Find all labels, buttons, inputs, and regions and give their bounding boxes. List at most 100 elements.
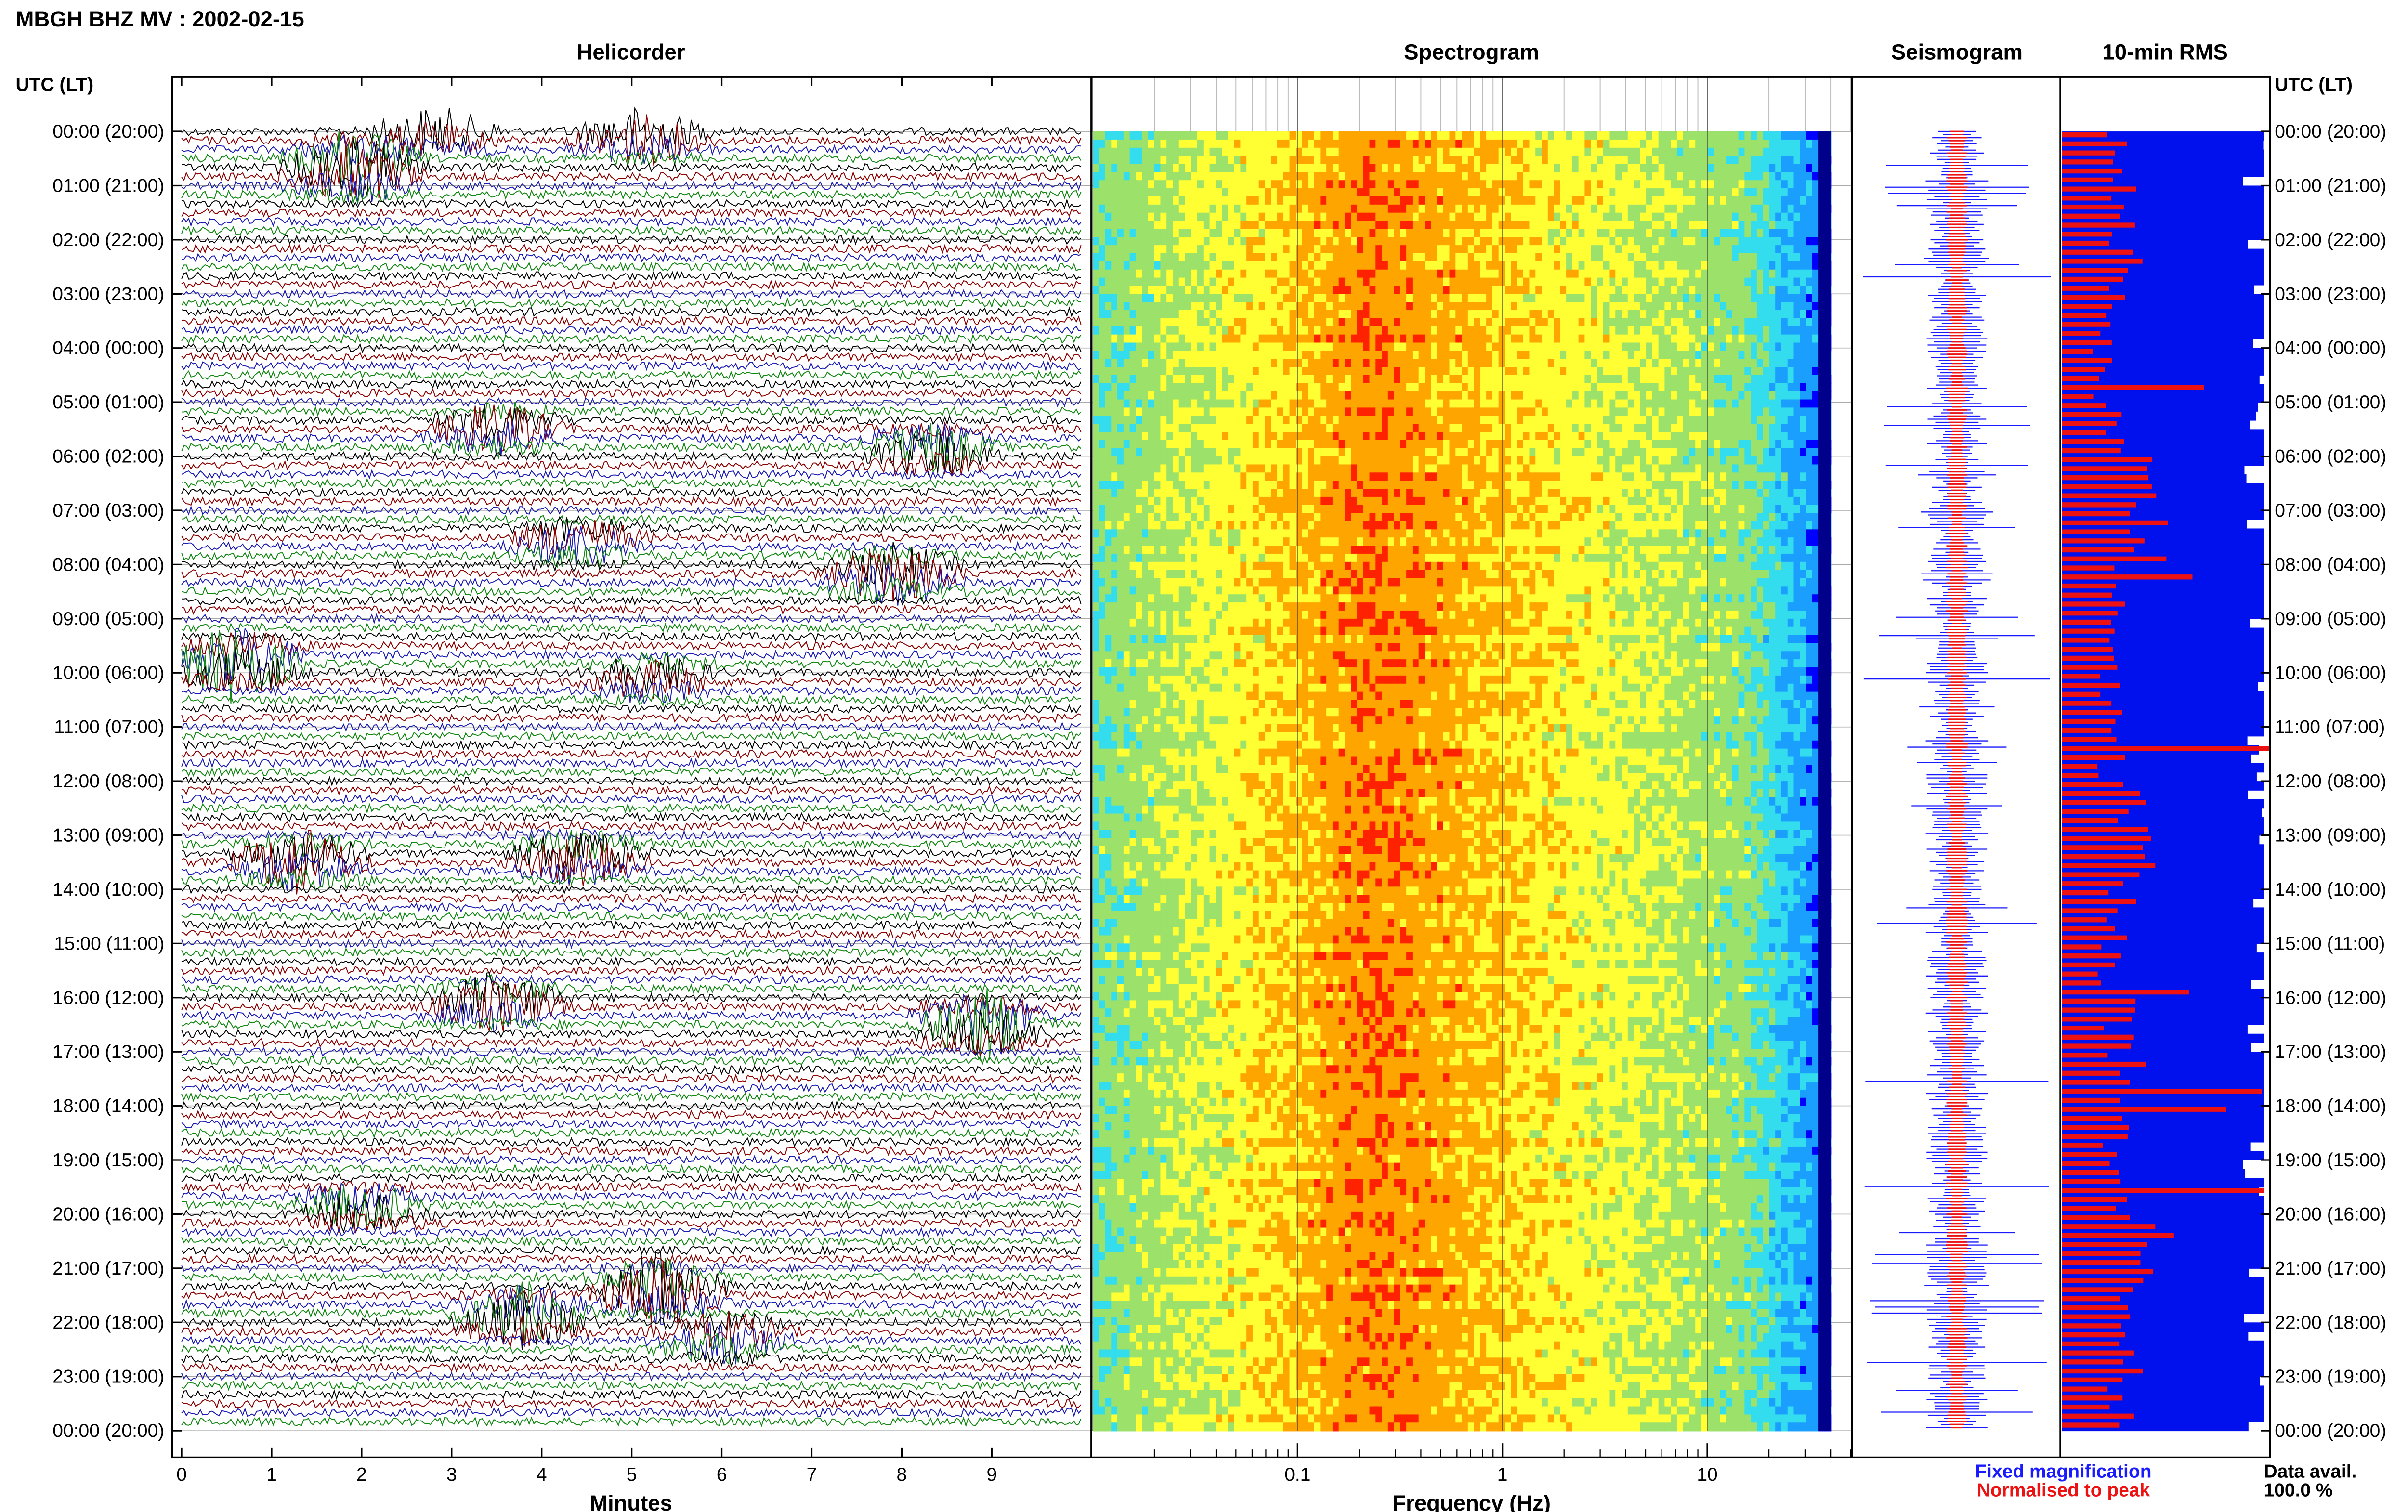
spectrogram-cell xyxy=(1142,205,1149,213)
spectrogram-cell xyxy=(1388,245,1395,254)
spectrogram-cell xyxy=(1652,180,1659,189)
spectrogram-cell xyxy=(1726,148,1733,156)
spectrogram-cell xyxy=(1800,383,1806,392)
spectrogram-cell xyxy=(1142,359,1149,367)
spectrogram-cell xyxy=(1382,440,1388,449)
spectrogram-cell xyxy=(1609,440,1616,449)
spectrogram-cell xyxy=(1394,318,1401,327)
spectrogram-cell xyxy=(1689,131,1696,140)
spectrogram-cell xyxy=(1400,318,1407,327)
spectrogram-cell xyxy=(1603,140,1610,148)
spectrogram-cell xyxy=(1775,188,1782,197)
spectrogram-cell xyxy=(1455,407,1462,416)
spectrogram-cell xyxy=(1216,383,1222,392)
spectrogram-cell xyxy=(1314,448,1321,457)
spectrogram-cell xyxy=(1615,188,1622,197)
spectrogram-cell xyxy=(1591,164,1597,173)
spectrogram-cell xyxy=(1751,278,1757,287)
spectrogram-cell xyxy=(1806,213,1813,222)
spectrogram-cell xyxy=(1775,335,1782,343)
spectrogram-cell xyxy=(1320,188,1327,197)
spectrogram-cell xyxy=(1419,140,1426,148)
spectrogram-cell xyxy=(1363,140,1370,148)
spectrogram-cell xyxy=(1806,270,1813,278)
spectrogram-cell xyxy=(1204,286,1210,294)
spectrogram-cell xyxy=(1271,180,1278,189)
spectrogram-cell xyxy=(1689,172,1696,181)
spectrogram-cell xyxy=(1486,237,1493,246)
spectrogram-cell xyxy=(1142,318,1149,327)
spectrogram-cell xyxy=(1388,343,1395,352)
spectrogram-cell xyxy=(1505,310,1511,319)
spectrogram-cell xyxy=(1419,131,1426,140)
spectrogram-cell xyxy=(1339,261,1346,270)
spectrogram-cell xyxy=(1775,416,1782,424)
spectrogram-cell xyxy=(1419,180,1426,189)
spectrogram-cell xyxy=(1228,270,1235,278)
spectrogram-cell xyxy=(1714,131,1721,140)
spectrogram-cell xyxy=(1210,375,1217,384)
spectrogram-cell xyxy=(1664,270,1671,278)
spectrogram-cell xyxy=(1480,261,1487,270)
spectrogram-cell xyxy=(1566,213,1573,222)
spectrogram-cell xyxy=(1474,310,1481,319)
spectrogram-cell xyxy=(1204,367,1210,376)
spectrogram-cell xyxy=(1437,343,1444,352)
spectrogram-cell xyxy=(1517,221,1524,230)
spectrogram-cell xyxy=(1806,237,1813,246)
spectrogram-cell xyxy=(1093,156,1099,165)
spectrogram-cell xyxy=(1228,221,1235,230)
spectrogram-cell xyxy=(1671,400,1677,408)
spectrogram-cell xyxy=(1659,383,1665,392)
spectrogram-cell xyxy=(1431,448,1438,457)
spectrogram-cell xyxy=(1197,432,1204,441)
spectrogram-cell xyxy=(1806,140,1813,148)
spectrogram-cell xyxy=(1111,261,1118,270)
spectrogram-cell xyxy=(1671,245,1677,254)
spectrogram-cell xyxy=(1566,237,1573,246)
spectrogram-cell xyxy=(1584,383,1591,392)
spectrogram-cell xyxy=(1105,188,1112,197)
spectrogram-cell xyxy=(1529,221,1536,230)
spectrogram-cell xyxy=(1333,440,1339,449)
spectrogram-cell xyxy=(1511,188,1518,197)
spectrogram-cell xyxy=(1363,294,1370,302)
spectrogram-cell xyxy=(1197,188,1204,197)
spectrogram-cell xyxy=(1449,351,1456,359)
spectrogram-cell xyxy=(1099,335,1106,343)
spectrogram-cell xyxy=(1431,302,1438,311)
spectrogram-cell xyxy=(1191,351,1198,359)
spectrogram-cell xyxy=(1296,359,1302,367)
spectrogram-cell xyxy=(1290,326,1296,335)
spectrogram-cell xyxy=(1714,416,1721,424)
spectrogram-cell xyxy=(1142,326,1149,335)
spectrogram-cell xyxy=(1154,310,1161,319)
spectrogram-cell xyxy=(1757,237,1764,246)
spectrogram-cell xyxy=(1757,148,1764,156)
spectrogram-cell xyxy=(1400,180,1407,189)
spectrogram-cell xyxy=(1265,416,1271,424)
spectrogram-cell xyxy=(1228,148,1235,156)
spectrogram-cell xyxy=(1302,326,1309,335)
spectrogram-cell xyxy=(1296,440,1302,449)
spectrogram-cell xyxy=(1689,261,1696,270)
spectrogram-cell xyxy=(1492,180,1499,189)
spectrogram-cell xyxy=(1388,180,1395,189)
spectrogram-cell xyxy=(1640,172,1647,181)
spectrogram-cell xyxy=(1111,391,1118,400)
spectrogram-cell xyxy=(1290,196,1296,205)
spectrogram-cell xyxy=(1542,440,1548,449)
spectrogram-cell xyxy=(1763,131,1770,140)
spectrogram-cell xyxy=(1560,253,1567,262)
spectrogram-cell xyxy=(1474,400,1481,408)
spectrogram-cell xyxy=(1130,131,1137,140)
spectrogram-cell xyxy=(1714,270,1721,278)
spectrogram-cell xyxy=(1105,261,1112,270)
spectrogram-cell xyxy=(1173,261,1179,270)
spectrogram-cell xyxy=(1769,416,1776,424)
spectrogram-cell xyxy=(1671,131,1677,140)
spectrogram-cell xyxy=(1136,367,1142,376)
spectrogram-cell xyxy=(1197,294,1204,302)
spectrogram-cell xyxy=(1708,286,1714,294)
spectrogram-cell xyxy=(1419,326,1426,335)
